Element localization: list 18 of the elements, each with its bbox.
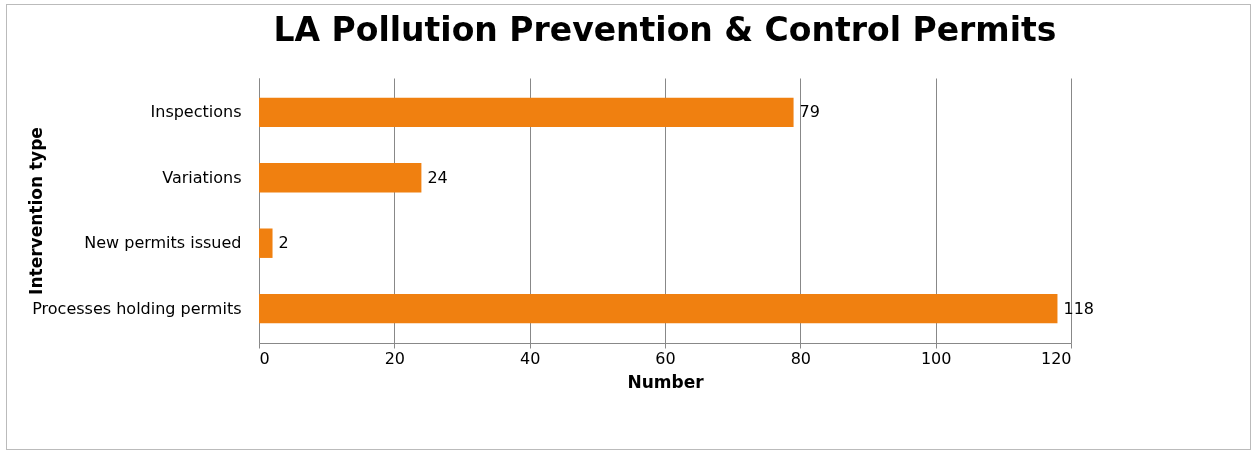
y-axis-title: Intervention type [25,127,46,295]
data-label: 24 [427,167,448,187]
y-tick-label: New permits issued [84,233,242,253]
x-tick-label: 80 [790,348,812,368]
y-tick-label: Inspections [150,102,242,122]
data-label: 2 [278,233,289,253]
y-tick-label: Processes holding permits [32,298,242,318]
x-tick-label: 0 [259,348,270,368]
x-tick-label: 60 [655,348,676,368]
data-label: 118 [1063,298,1095,318]
x-tick-label: 100 [920,348,952,368]
data-label: 79 [799,102,820,122]
chart-title: LA Pollution Prevention & Control Permits [273,10,1057,49]
y-tick-label: Variations [162,167,242,187]
x-tick-label: 40 [519,348,541,368]
x-axis-title: Number [627,371,705,392]
x-tick-label: 120 [1040,348,1072,368]
x-tick-label: 20 [384,348,406,368]
